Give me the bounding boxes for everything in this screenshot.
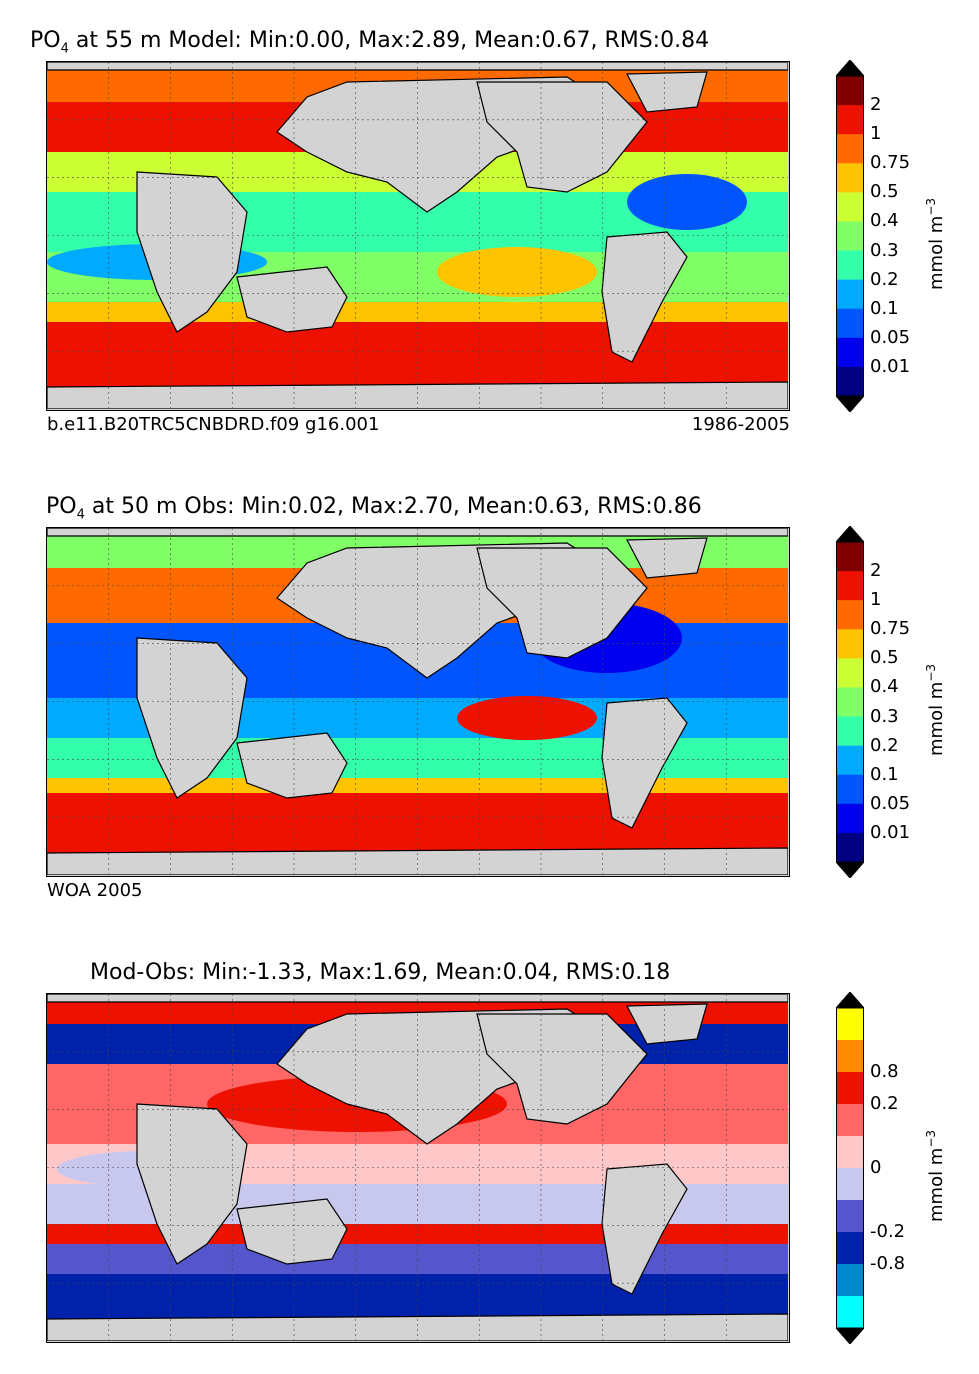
panel1-colorbar-swatch bbox=[836, 105, 864, 135]
panel1-colorbar-swatch bbox=[836, 134, 864, 164]
panel2-colorbar-tick-label: 0.01 bbox=[870, 821, 911, 843]
panel3-colorbar-tick-label: 0 bbox=[870, 1157, 882, 1178]
panel1-colorbar-tick-label: 2 bbox=[870, 94, 882, 116]
panel1-map bbox=[46, 61, 790, 411]
panel2-source-label: WOA 2005 bbox=[47, 880, 143, 901]
panel2-map bbox=[46, 527, 790, 877]
panel3-colorbar-swatch bbox=[836, 1136, 864, 1169]
panel3-colorbar-swatch bbox=[836, 1232, 864, 1265]
panel2-colorbar-tick-label: 0.05 bbox=[870, 792, 911, 814]
panel3-colorbar-swatch bbox=[836, 1040, 864, 1073]
panel3-colorbar-extend-top bbox=[834, 991, 866, 1009]
panel1-colorbar-tick-label: 0.3 bbox=[870, 239, 899, 261]
panel3-title: Mod-Obs: Min:-1.33, Max:1.69, Mean:0.04,… bbox=[90, 960, 671, 985]
panel1-title: PO4 at 55 m Model: Min:0.00, Max:2.89, M… bbox=[30, 28, 709, 56]
panel3-colorbar: 0.8 0.2 0 -0.2 -0.8 bbox=[834, 991, 905, 1345]
panel1-colorbar-tick-label: 0.01 bbox=[870, 355, 911, 377]
panel2-colorbar-unit: mmol m−3 bbox=[924, 663, 947, 756]
panel1-colorbar-unit: mmol m−3 bbox=[924, 197, 947, 290]
panel1-years-label: 1986-2005 bbox=[691, 414, 790, 435]
panel3-colorbar-swatch bbox=[836, 1168, 864, 1201]
panel2-colorbar-tick-label: 0.3 bbox=[870, 705, 899, 727]
panel2-colorbar-extend-top bbox=[834, 525, 866, 543]
panel2-colorbar-swatch bbox=[836, 687, 864, 718]
panel2-colorbar-tick-label: 0.5 bbox=[870, 647, 899, 669]
panel3-colorbar-swatch bbox=[836, 1296, 864, 1329]
panel1-colorbar-tick-label: 1 bbox=[870, 123, 882, 145]
panel1-colorbar-swatch bbox=[836, 250, 864, 281]
panel1-colorbar-tick-label: 0.4 bbox=[870, 210, 899, 232]
panel1-title-var: PO bbox=[30, 28, 61, 53]
panel3-colorbar-swatch bbox=[836, 1008, 864, 1041]
panel1-colorbar-tick-label: 0.05 bbox=[870, 326, 911, 348]
panel2-colorbar-swatch bbox=[836, 803, 864, 834]
panel1-colorbar: 2 1 0.75 0.5 0.4 0.3 0.2 0.1 0.05 0.01 bbox=[834, 59, 910, 413]
panel1-title-rest: at 55 m Model: Min:0.00, Max:2.89, Mean:… bbox=[68, 28, 710, 53]
panel2-colorbar-swatch bbox=[836, 658, 864, 688]
panel3-colorbar-swatch bbox=[836, 1104, 864, 1137]
panel2-colorbar-swatch bbox=[836, 774, 864, 805]
panel1-title-sub: 4 bbox=[60, 41, 69, 57]
panel3-colorbar-extend-bottom bbox=[834, 1327, 866, 1345]
panel1-colorbar-extend-bottom bbox=[834, 395, 866, 413]
panel2-colorbar-tick-label: 0.2 bbox=[870, 734, 899, 756]
panel2-title-sub: 4 bbox=[76, 507, 85, 523]
panel2-title: PO4 at 50 m Obs: Min:0.02, Max:2.70, Mea… bbox=[46, 494, 702, 522]
panel1-colorbar-tick-label: 0.5 bbox=[870, 181, 899, 203]
panel1-colorbar-swatch bbox=[836, 221, 864, 252]
panel2-colorbar-tick-label: 1 bbox=[870, 589, 882, 611]
panel3-map bbox=[46, 993, 790, 1343]
panel1-colorbar-swatch bbox=[836, 366, 864, 397]
panel2-colorbar-tick-label: 0.4 bbox=[870, 676, 899, 698]
panel3-colorbar-unit: mmol m−3 bbox=[924, 1129, 947, 1222]
panel3-colorbar-tick-label: 0.2 bbox=[870, 1093, 899, 1114]
panel2-colorbar: 2 1 0.75 0.5 0.4 0.3 0.2 0.1 0.05 0.01 bbox=[834, 525, 910, 879]
panel1-run-label: b.e11.B20TRC5CNBDRD.f09 g16.001 bbox=[47, 414, 380, 435]
panel1-colorbar-tick-label: 0.2 bbox=[870, 268, 899, 290]
panel2-colorbar-tick-label: 2 bbox=[870, 560, 882, 582]
panel2-colorbar-swatch bbox=[836, 629, 864, 659]
panel1-colorbar-tick-label: 0.1 bbox=[870, 297, 899, 319]
panel3-colorbar-swatch bbox=[836, 1200, 864, 1233]
panel3-colorbar-swatch bbox=[836, 1264, 864, 1297]
panel1-colorbar-swatch bbox=[836, 279, 864, 310]
panel3-colorbar-swatch bbox=[836, 1072, 864, 1105]
panel3-colorbar-tick-label: -0.8 bbox=[870, 1253, 906, 1274]
panel2-colorbar-extend-bottom bbox=[834, 861, 866, 879]
panel2-title-rest: at 50 m Obs: Min:0.02, Max:2.70, Mean:0.… bbox=[84, 494, 702, 519]
panel2-title-var: PO bbox=[46, 494, 77, 519]
panel2-colorbar-swatch bbox=[836, 542, 864, 572]
panel2-colorbar-tick-label: 0.75 bbox=[870, 618, 911, 640]
panel1-colorbar-swatch bbox=[836, 308, 864, 339]
panel2-colorbar-swatch bbox=[836, 600, 864, 630]
panel1-colorbar-swatch bbox=[836, 192, 864, 222]
panel1-colorbar-swatch bbox=[836, 163, 864, 193]
panel2-colorbar-swatch bbox=[836, 745, 864, 776]
panel2-colorbar-swatch bbox=[836, 571, 864, 601]
panel1-colorbar-extend-top bbox=[834, 59, 866, 77]
panel1-colorbar-tick-label: 0.75 bbox=[870, 152, 911, 174]
panel1-colorbar-swatch bbox=[836, 76, 864, 106]
panel1-colorbar-swatch bbox=[836, 337, 864, 368]
panel2-colorbar-swatch bbox=[836, 716, 864, 747]
panel3-colorbar-tick-label: 0.8 bbox=[870, 1061, 899, 1082]
panel2-colorbar-swatch bbox=[836, 832, 864, 863]
panel2-colorbar-tick-label: 0.1 bbox=[870, 763, 899, 785]
panel3-colorbar-tick-label: -0.2 bbox=[870, 1221, 906, 1242]
